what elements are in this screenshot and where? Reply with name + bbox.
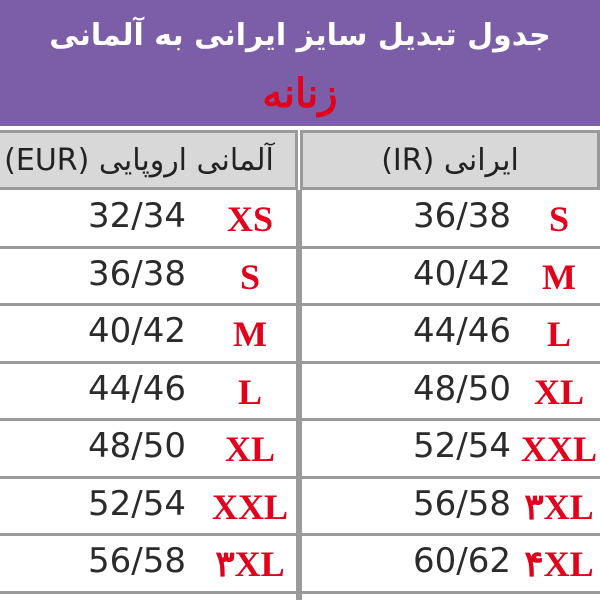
row-divider (0, 590, 600, 594)
row-divider (0, 533, 600, 536)
ir-label: ۳XL (524, 486, 594, 527)
eur-label: XS (226, 199, 274, 239)
eur-label: L (237, 371, 262, 412)
ir-size: 36/38 (413, 196, 511, 236)
row-divider (0, 360, 600, 364)
eur-label: M (233, 314, 267, 354)
eur-size: 44/46 (88, 368, 186, 409)
ir-size: 60/62 (413, 541, 511, 581)
ir-label: L (546, 314, 571, 354)
column-header: آلمانی اروپایی (EUR) (0, 130, 298, 190)
eur-size: 48/50 (88, 426, 186, 466)
eur-size: 32/34 (88, 196, 186, 236)
column-divider (296, 190, 302, 600)
eur-size: 36/38 (88, 253, 186, 294)
eur-label: XXL (211, 486, 288, 527)
header-banner: جدول تبدیل سایز ایرانی به آلمانی زنانه (0, 0, 600, 126)
eur-label: XL (224, 429, 275, 469)
subtitle: زنانه (262, 70, 338, 117)
ir-size: 56/58 (413, 483, 511, 524)
row-divider (0, 475, 600, 479)
ir-size: 40/42 (413, 253, 511, 294)
ir-label: S (548, 199, 570, 239)
eur-size: 56/58 (88, 541, 186, 581)
row-divider (0, 418, 600, 421)
ir-size: 48/50 (413, 368, 511, 409)
ir-label: ۴XL (524, 544, 594, 584)
column-header: ایرانی (IR) (300, 130, 600, 190)
ir-size: 52/54 (413, 426, 511, 466)
title: جدول تبدیل سایز ایرانی به آلمانی (49, 18, 551, 53)
row-divider (0, 245, 600, 249)
eur-size: 52/54 (88, 483, 186, 524)
ir-label: XL (533, 371, 584, 412)
eur-label: ۳XL (215, 544, 285, 584)
eur-size: 40/42 (88, 311, 186, 351)
ir-size: 44/46 (413, 311, 511, 351)
eur-label: S (239, 256, 261, 297)
row-divider (0, 303, 600, 306)
ir-label: XXL (520, 429, 597, 469)
ir-label: M (542, 256, 576, 297)
